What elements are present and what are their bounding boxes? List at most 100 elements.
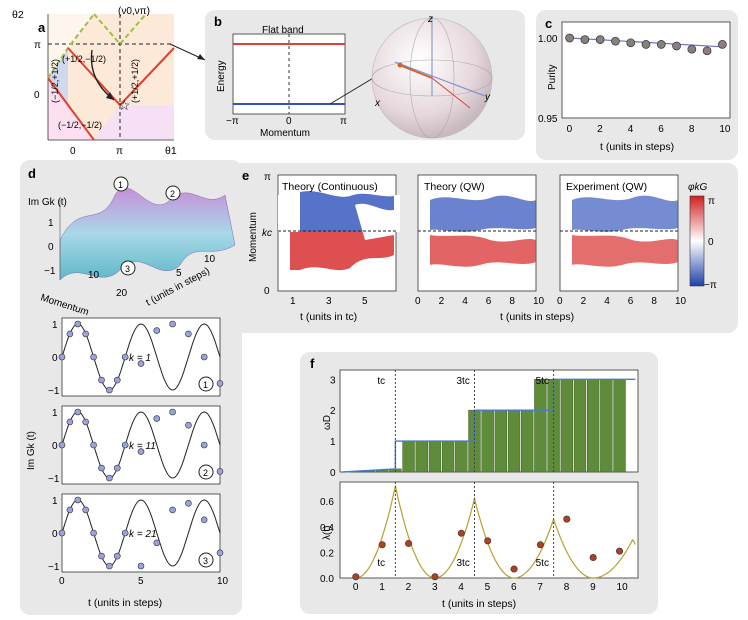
data-point: [169, 506, 176, 514]
panel-b-xlabel: Momentum: [260, 128, 310, 139]
data-point: [66, 506, 74, 514]
omega-bar: [494, 409, 508, 473]
heatmap-theory-qw: Theory (QW) 0 2 4 6 8 10: [415, 174, 545, 307]
subplot-marker: [198, 376, 214, 392]
subplot-ytick: 0: [52, 529, 58, 540]
purity-point: [702, 46, 712, 56]
data-point: [58, 529, 66, 537]
panel-f-xtick: 0: [353, 582, 359, 593]
data-point: [169, 320, 176, 328]
subplot-label: k = 21: [129, 529, 157, 540]
lambda-point: [352, 573, 360, 581]
omega-bar: [481, 409, 494, 473]
panel-f-xtick: 6: [511, 582, 517, 593]
data-point: [185, 421, 192, 429]
surface-ytick-1: 10: [204, 254, 216, 265]
panel-b-xtick-2: π: [340, 116, 347, 127]
omega-bar: [402, 440, 415, 473]
data-point: [74, 408, 82, 416]
heatmap-xtick: 10: [533, 296, 545, 307]
panel-c-xtick: 10: [719, 124, 731, 135]
map-title-3: Experiment (QW): [566, 181, 647, 193]
data-point: [90, 529, 97, 537]
surface-plot: [59, 187, 236, 281]
panel-label-a: a: [38, 20, 46, 35]
panel-d-xlabel: t (units in steps): [88, 597, 162, 609]
data-point: [106, 386, 113, 394]
bottom-ytick: 0.4: [320, 523, 334, 534]
subplot-xtick: 0: [59, 576, 65, 587]
panel-f-top-ylabel: ωD: [322, 415, 333, 430]
panel-c-ytick-1: 0.95: [538, 114, 558, 125]
bottom-tc-label: 3tc: [456, 558, 469, 569]
heatmap-xtick: 8: [509, 296, 515, 307]
omega-bar: [613, 379, 626, 473]
lambda-curve: [353, 484, 636, 579]
heatmap-xtick: 4: [604, 296, 610, 307]
top-ytick: 3: [330, 375, 336, 386]
heatmap-xtick: 10: [675, 296, 687, 307]
omega-bar: [586, 379, 600, 473]
panel-f-xtick: 1: [379, 582, 385, 593]
top-ytick: 1: [330, 437, 336, 448]
omega-bar: [534, 379, 547, 473]
data-point: [74, 320, 82, 328]
panel-f-xtick: 2: [406, 582, 412, 593]
star-marker-icon: ☆: [118, 97, 131, 113]
map-title-1: Theory (Continuous): [282, 181, 378, 193]
subplot-frame: [61, 317, 221, 397]
lambda-point: [616, 547, 624, 555]
subplot-frame: [61, 405, 221, 485]
panel-c-xtick: 0: [567, 124, 573, 135]
map1-xtick-2: 5: [362, 296, 368, 307]
data-point: [200, 516, 208, 524]
purity-point: [565, 33, 574, 43]
panel-f-bottom-frame: [339, 481, 639, 579]
svg-text:2: 2: [170, 189, 175, 199]
top-tc-label: tc: [377, 376, 385, 387]
surface-ztick-2: −1: [44, 266, 56, 277]
panel-label-d: d: [28, 166, 36, 181]
marker-2: [165, 185, 181, 201]
panel-b-xtick-1: 0: [286, 116, 292, 127]
subplot-marker-label: 1: [203, 380, 208, 390]
data-point: [121, 353, 129, 361]
panel-a-ytick-0: 0: [34, 90, 40, 101]
omega-bar: [428, 440, 442, 473]
omega-bar: [573, 379, 587, 473]
purity-point: [611, 36, 620, 46]
top-ytick: 0: [330, 468, 336, 479]
heatmap-xtick: 2: [439, 296, 445, 307]
data-point: [82, 418, 89, 426]
panel-label-f: f: [310, 356, 315, 371]
panel-b-xtick-0: −π: [226, 116, 239, 127]
data-point: [200, 441, 208, 449]
panel-c-xlabel: t (units in steps): [600, 141, 674, 153]
top-tc-label: 3tc: [456, 376, 469, 387]
top-ytick: 2: [330, 406, 336, 417]
omega-bar: [600, 379, 613, 473]
panel-f-xtick: 7: [537, 582, 543, 593]
data-point: [153, 415, 161, 422]
data-point: [58, 353, 66, 361]
data-point: [114, 376, 121, 384]
subplot-marker-label: 2: [203, 468, 208, 478]
panel-c-purity-chart: Purity 1.00 0.95 t (units in steps) 0 2 4 6…: [538, 21, 731, 153]
omega-bar: [521, 409, 534, 473]
purity-point: [687, 44, 697, 54]
heatmap-xtick: 0: [415, 296, 421, 307]
bottom-ytick: 0.0: [320, 574, 334, 585]
panel-d: Im Gk (t) 1 0 −1 Momentum 10 20 t (units…: [26, 176, 236, 609]
colorbar-tick-1: 0: [708, 237, 714, 248]
panel-c-xtick: 2: [597, 124, 603, 135]
data-point: [98, 464, 105, 472]
panel-label-e: e: [242, 168, 249, 183]
bottom-ytick: 0.2: [320, 548, 334, 559]
surface-ztick-0: 1: [48, 218, 54, 229]
data-point: [216, 468, 224, 475]
data-point: [106, 474, 113, 482]
panel-f-bottom-ylabel: λ(t): [322, 526, 333, 540]
purity-point: [672, 41, 681, 51]
subplot-ytick: 1: [52, 320, 58, 331]
panel-f-xtick: 8: [564, 582, 570, 593]
